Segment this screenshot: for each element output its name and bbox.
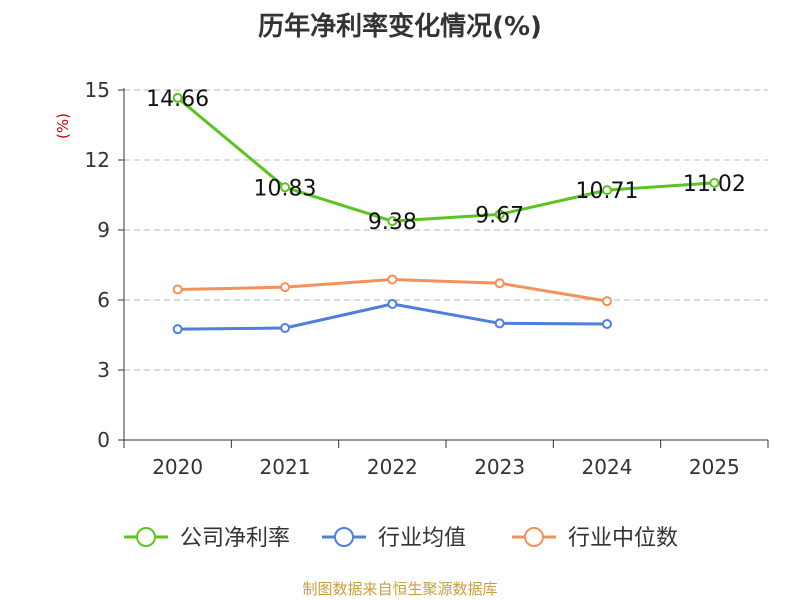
y-tick-label: 3: [97, 358, 110, 382]
legend-swatch-marker: [136, 527, 156, 547]
legend-item: 行业中位数: [512, 526, 678, 551]
y-axis-label: (%): [54, 113, 72, 139]
data-label: 9.38: [368, 210, 417, 235]
series-line: [176, 96, 715, 223]
data-point: [494, 209, 505, 220]
data-label: 10.83: [254, 176, 317, 201]
chart-title: 历年净利率变化情况(%): [258, 12, 542, 42]
x-tick-label: 2025: [689, 455, 740, 479]
x-tick-label: 2022: [367, 455, 418, 479]
y-tick-label: 6: [97, 288, 110, 312]
data-point: [494, 318, 505, 329]
data-label: 9.67: [475, 203, 524, 228]
data-point: [387, 216, 398, 227]
y-tick-label: 0: [97, 428, 110, 452]
axes: 0 3 6 9 12 15 2020 2021 2022 2023 2024 2025: [85, 78, 769, 479]
data-point: [387, 274, 398, 285]
x-tick-label: 2024: [582, 455, 633, 479]
legend-label: 行业中位数: [568, 526, 678, 551]
data-point: [387, 298, 398, 309]
y-tick-label: 15: [85, 78, 110, 102]
y-tick-label: 9: [97, 218, 110, 242]
data-point: [280, 323, 290, 333]
data-label: 11.02: [683, 172, 746, 197]
legend-label: 公司净利率: [180, 526, 290, 551]
data-point: [602, 185, 612, 196]
data-point: [172, 324, 183, 335]
series-1: 14.66 10.83 9.38 9.67 10.71 11.02: [146, 87, 746, 235]
legend-item: 公司净利率: [124, 526, 290, 551]
data-label: 10.71: [576, 179, 639, 204]
data-point: [602, 319, 612, 330]
legend-swatch-marker: [334, 527, 354, 547]
x-tick-label: 2023: [474, 455, 525, 479]
legend-label: 行业均值: [378, 526, 466, 551]
x-tick-label: 2020: [152, 455, 203, 479]
source-note: 制图数据来自恒生聚源数据库: [302, 580, 498, 598]
legend-item: 行业均值: [322, 526, 466, 551]
data-point: [280, 282, 290, 293]
series-2: [172, 298, 612, 335]
data-point: [172, 284, 183, 295]
data-point: [494, 278, 505, 289]
legend: 公司净利率 行业均值 行业中位数: [124, 526, 678, 551]
legend-swatch-marker: [524, 527, 544, 547]
data-point: [709, 177, 720, 188]
data-point: [602, 296, 612, 307]
grid-lines: [124, 89, 768, 371]
x-tick-label: 2021: [260, 455, 311, 479]
data-point: [172, 92, 183, 103]
series-3: [172, 274, 612, 307]
data-point: [280, 182, 290, 193]
data-label: 14.66: [146, 87, 209, 112]
y-tick-label: 12: [85, 148, 110, 172]
series-group: 14.66 10.83 9.38 9.67 10.71 11.02: [146, 87, 746, 335]
